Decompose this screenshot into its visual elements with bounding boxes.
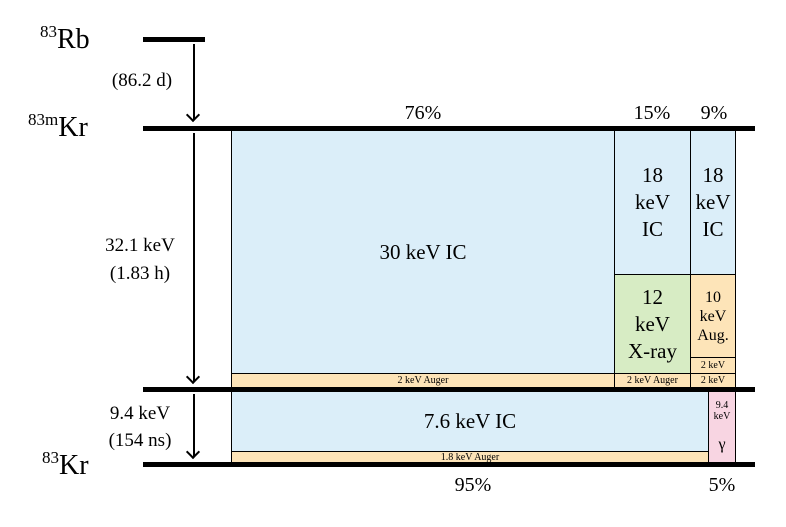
auger-2kev-right-a-box: 2 keV <box>690 357 736 374</box>
ic-7-6kev-label: 7.6 keV IC <box>423 409 517 433</box>
auger-2kev-right-a-label: 2 keV <box>700 360 726 371</box>
rb-decay-arrow <box>193 44 195 119</box>
upper-transition-arrow <box>193 133 195 381</box>
rb83-mass: 83 <box>40 22 57 41</box>
auger-10kev-box: 10 keV Aug. <box>690 274 736 358</box>
kr83m-label: 83mKr <box>28 111 88 143</box>
auger-2kev-mid-box: 2 keV Auger <box>614 373 691 388</box>
branch-percent-76: 76% <box>404 102 442 124</box>
auger-2kev-main-box: 2 keV Auger <box>231 373 615 388</box>
kr83m-level-line <box>143 126 755 131</box>
gamma-energy-label: 9.4 keV <box>713 400 731 423</box>
ic-18kev-mid-label: 18 keV IC <box>635 163 670 241</box>
auger-1-8kev-label: 1.8 keV Auger <box>440 451 500 463</box>
lower-transition-arrow <box>193 394 195 456</box>
ic-18kev-right-label: 18 keV IC <box>695 163 731 241</box>
ic-30kev-box: 30 keV IC <box>231 130 615 374</box>
auger-2kev-main-label: 2 keV Auger <box>397 375 449 386</box>
gamma-symbol: γ <box>718 435 726 453</box>
upper-transition-energy: 32.1 keV <box>105 235 175 256</box>
kr83-mass: 83 <box>42 448 59 467</box>
xray-12kev-box: 12 keV X-ray <box>614 274 691 374</box>
ic-18kev-right-box: 18 keV IC <box>690 130 736 275</box>
auger-2kev-right-b-box: 2 keV <box>690 373 736 388</box>
branch-percent-15: 15% <box>633 102 671 124</box>
auger-1-8kev-box: 1.8 keV Auger <box>231 451 709 463</box>
kr83-intermediate-level-line <box>143 387 755 392</box>
rb83-label: 83Rb <box>40 23 90 55</box>
ic-7-6kev-box: 7.6 keV IC <box>231 391 709 452</box>
branch-percent-9: 9% <box>700 102 728 124</box>
lower-transition-energy: 9.4 keV <box>109 403 171 424</box>
kr83m-mass: 83m <box>28 110 59 129</box>
branch-percent-95: 95% <box>454 474 492 496</box>
kr83-ground-level-line <box>143 462 755 467</box>
lower-transition-halflife: (154 ns) <box>108 430 172 451</box>
ic-18kev-mid-box: 18 keV IC <box>614 130 691 275</box>
rb83-level-line <box>143 37 205 42</box>
xray-12kev-label: 12 keV X-ray <box>628 284 677 363</box>
rb-decay-halflife: (86.2 d) <box>111 70 173 91</box>
gamma-9-4kev-box: 9.4 keV γ <box>708 391 736 463</box>
kr83-symbol: Kr <box>59 450 89 481</box>
rb83-symbol: Rb <box>57 24 90 55</box>
ic-30kev-label: 30 keV IC <box>379 239 467 264</box>
upper-transition-halflife: (1.83 h) <box>109 263 171 284</box>
branch-percent-5: 5% <box>708 474 736 496</box>
auger-2kev-mid-label: 2 keV Auger <box>627 375 678 386</box>
auger-10kev-label: 10 keV Aug. <box>697 288 729 344</box>
kr83m-symbol: Kr <box>58 112 88 143</box>
kr83-label: 83Kr <box>42 449 89 481</box>
auger-2kev-right-b-label: 2 keV <box>700 375 726 386</box>
